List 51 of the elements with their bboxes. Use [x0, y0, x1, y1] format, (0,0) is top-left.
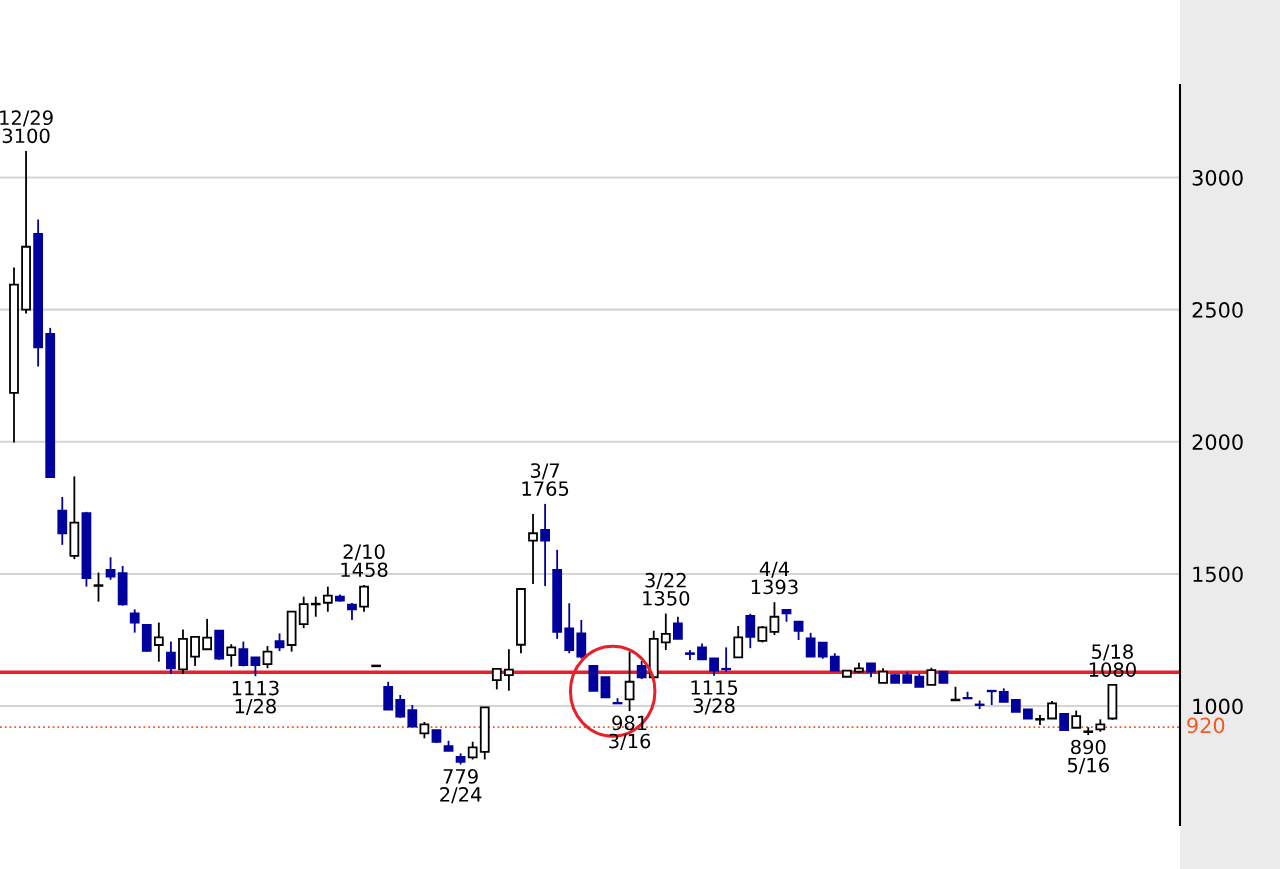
candlestick: [250, 656, 261, 678]
annotation: 12/29 3100: [0, 110, 53, 144]
candlestick: [298, 595, 309, 630]
ref-line-label: 920: [1187, 717, 1225, 734]
annotation: 2/10 1458: [341, 544, 388, 578]
candlestick: [805, 631, 816, 658]
candlestick: [660, 612, 671, 651]
candlestick: [672, 615, 683, 640]
candlestick: [503, 648, 514, 692]
y-tick-label: 2000: [1192, 434, 1243, 450]
y-tick-label: 1000: [1193, 698, 1243, 715]
candlestick: [600, 676, 611, 699]
y-tick-label: 2500: [1192, 302, 1243, 318]
candlestick: [226, 643, 237, 668]
candlestick: [322, 585, 333, 613]
candlestick: [129, 608, 140, 634]
annotation: 1113 1/28: [232, 680, 279, 716]
annotation: 1115 3/28: [691, 680, 738, 715]
candlestick: [986, 689, 997, 706]
candlestick: [57, 496, 68, 546]
candlestick: [793, 620, 804, 641]
candlestick: [769, 601, 780, 636]
annotation: 3/7 1765: [522, 463, 569, 496]
candlestick: [407, 704, 418, 729]
candlestick: [636, 659, 647, 681]
candlestick: [92, 571, 105, 603]
candlestick: [395, 694, 406, 719]
candlestick: [202, 617, 213, 651]
candlestick: [576, 619, 587, 660]
annotation: 3/22 1350: [643, 572, 690, 606]
candlestick: [238, 640, 249, 668]
candlestick: [564, 602, 575, 655]
annotation: 779 2/24: [440, 768, 482, 804]
candlestick: [190, 635, 200, 667]
annotation: 890 5/16: [1067, 739, 1109, 774]
candlestick: [491, 667, 502, 691]
candlestick: [166, 640, 176, 675]
candlestick: [359, 584, 369, 613]
y-tick-label: 1500: [1193, 566, 1243, 583]
candlestick: [624, 650, 635, 712]
candlestick: [383, 680, 394, 711]
candlestick: [540, 502, 550, 587]
candlestick: [733, 625, 744, 659]
candlestick: [262, 645, 273, 670]
annotation: 4/4 1393: [751, 561, 798, 595]
candlestick: [745, 612, 756, 650]
y-tick-label: 3000: [1192, 169, 1243, 186]
candlestick: [153, 621, 164, 663]
candlestick: [721, 646, 732, 673]
candlestick: [105, 556, 116, 581]
candlestick: [528, 513, 538, 585]
